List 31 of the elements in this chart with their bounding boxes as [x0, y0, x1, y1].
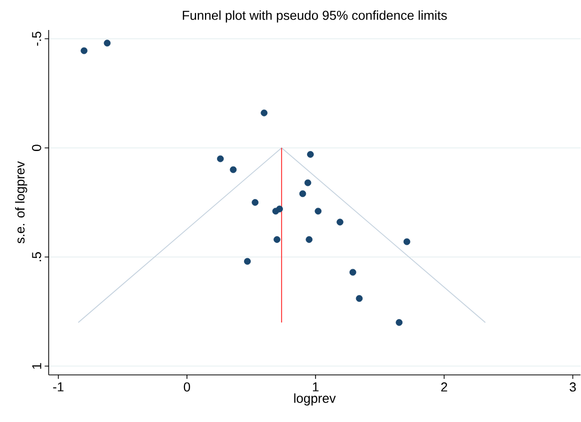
point: [260, 110, 268, 116]
y-tick-label: 1: [32, 363, 42, 369]
point: [230, 166, 237, 174]
point: [304, 179, 312, 186]
x-tick-label: 0: [184, 382, 190, 392]
x-tick-label: 2: [441, 382, 448, 392]
point: [336, 218, 344, 226]
point: [276, 206, 283, 212]
point: [252, 199, 258, 206]
point: [356, 295, 363, 302]
point: [299, 190, 306, 198]
point: [314, 208, 322, 215]
point: [104, 40, 111, 47]
point: [306, 236, 313, 243]
y-tick-label: -.5: [32, 32, 42, 46]
point: [349, 268, 356, 276]
x-tick-label: 1: [312, 382, 319, 392]
point: [274, 236, 280, 243]
point: [396, 319, 403, 326]
y-axis-title: s.e. of logprev: [15, 161, 28, 244]
x-tick-label: 3: [570, 382, 576, 392]
point: [80, 47, 88, 54]
chart-title: Funnel plot with pseudo 95% confidence limits: [182, 10, 447, 23]
x-axis-title: logprev: [294, 393, 336, 406]
y-tick-label: .5: [32, 252, 42, 262]
point: [307, 151, 314, 158]
y-tick-label: 0: [32, 144, 42, 152]
point: [403, 238, 410, 246]
point: [244, 258, 251, 265]
x-tick-label: -1: [53, 382, 64, 392]
point: [217, 155, 224, 162]
